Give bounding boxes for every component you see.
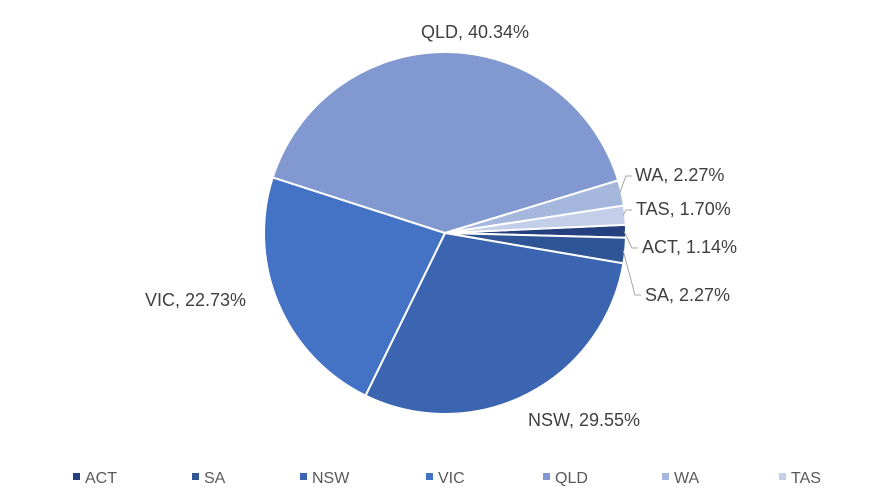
legend-swatch-vic bbox=[426, 473, 433, 480]
pie-slice-tas bbox=[444, 204, 627, 234]
data-label-act: ACT, 1.14% bbox=[642, 237, 737, 257]
legend-label-vic: VIC bbox=[438, 470, 465, 487]
pie-slice-qld bbox=[271, 51, 620, 235]
legend-label-sa: SA bbox=[204, 470, 226, 487]
data-label-qld: QLD, 40.34% bbox=[421, 22, 529, 42]
legend-swatch-qld bbox=[543, 473, 550, 480]
pie-slices bbox=[263, 51, 627, 415]
leader-lines bbox=[619, 175, 641, 296]
legend-swatch-nsw bbox=[300, 473, 307, 480]
pie-slice-nsw bbox=[364, 231, 625, 415]
legend-swatch-sa bbox=[192, 473, 199, 480]
legend-swatch-wa bbox=[662, 473, 669, 480]
data-label-tas: TAS, 1.70% bbox=[636, 199, 731, 219]
data-labels: QLD, 40.34% VIC, 22.73% NSW, 29.55% WA, … bbox=[145, 22, 737, 430]
data-label-wa: WA, 2.27% bbox=[635, 165, 724, 185]
pie-slice-vic bbox=[263, 176, 447, 397]
legend-label-act: ACT bbox=[85, 470, 117, 487]
data-label-nsw: NSW, 29.55% bbox=[528, 410, 640, 430]
data-label-vic: VIC, 22.73% bbox=[145, 290, 246, 310]
legend-label-qld: QLD bbox=[555, 470, 588, 487]
legend-label-nsw: NSW bbox=[312, 470, 350, 487]
data-label-sa: SA, 2.27% bbox=[645, 285, 730, 305]
legend-swatch-tas bbox=[779, 473, 786, 480]
legend: ACT SA NSW VIC QLD WA TAS bbox=[73, 470, 821, 487]
leader-line-wa bbox=[619, 175, 632, 194]
leader-line-sa bbox=[622, 250, 641, 296]
leader-line-tas bbox=[622, 209, 632, 216]
leader-line-act bbox=[623, 231, 638, 249]
legend-label-wa: WA bbox=[674, 470, 700, 487]
legend-label-tas: TAS bbox=[791, 470, 821, 487]
legend-swatch-act bbox=[73, 473, 80, 480]
